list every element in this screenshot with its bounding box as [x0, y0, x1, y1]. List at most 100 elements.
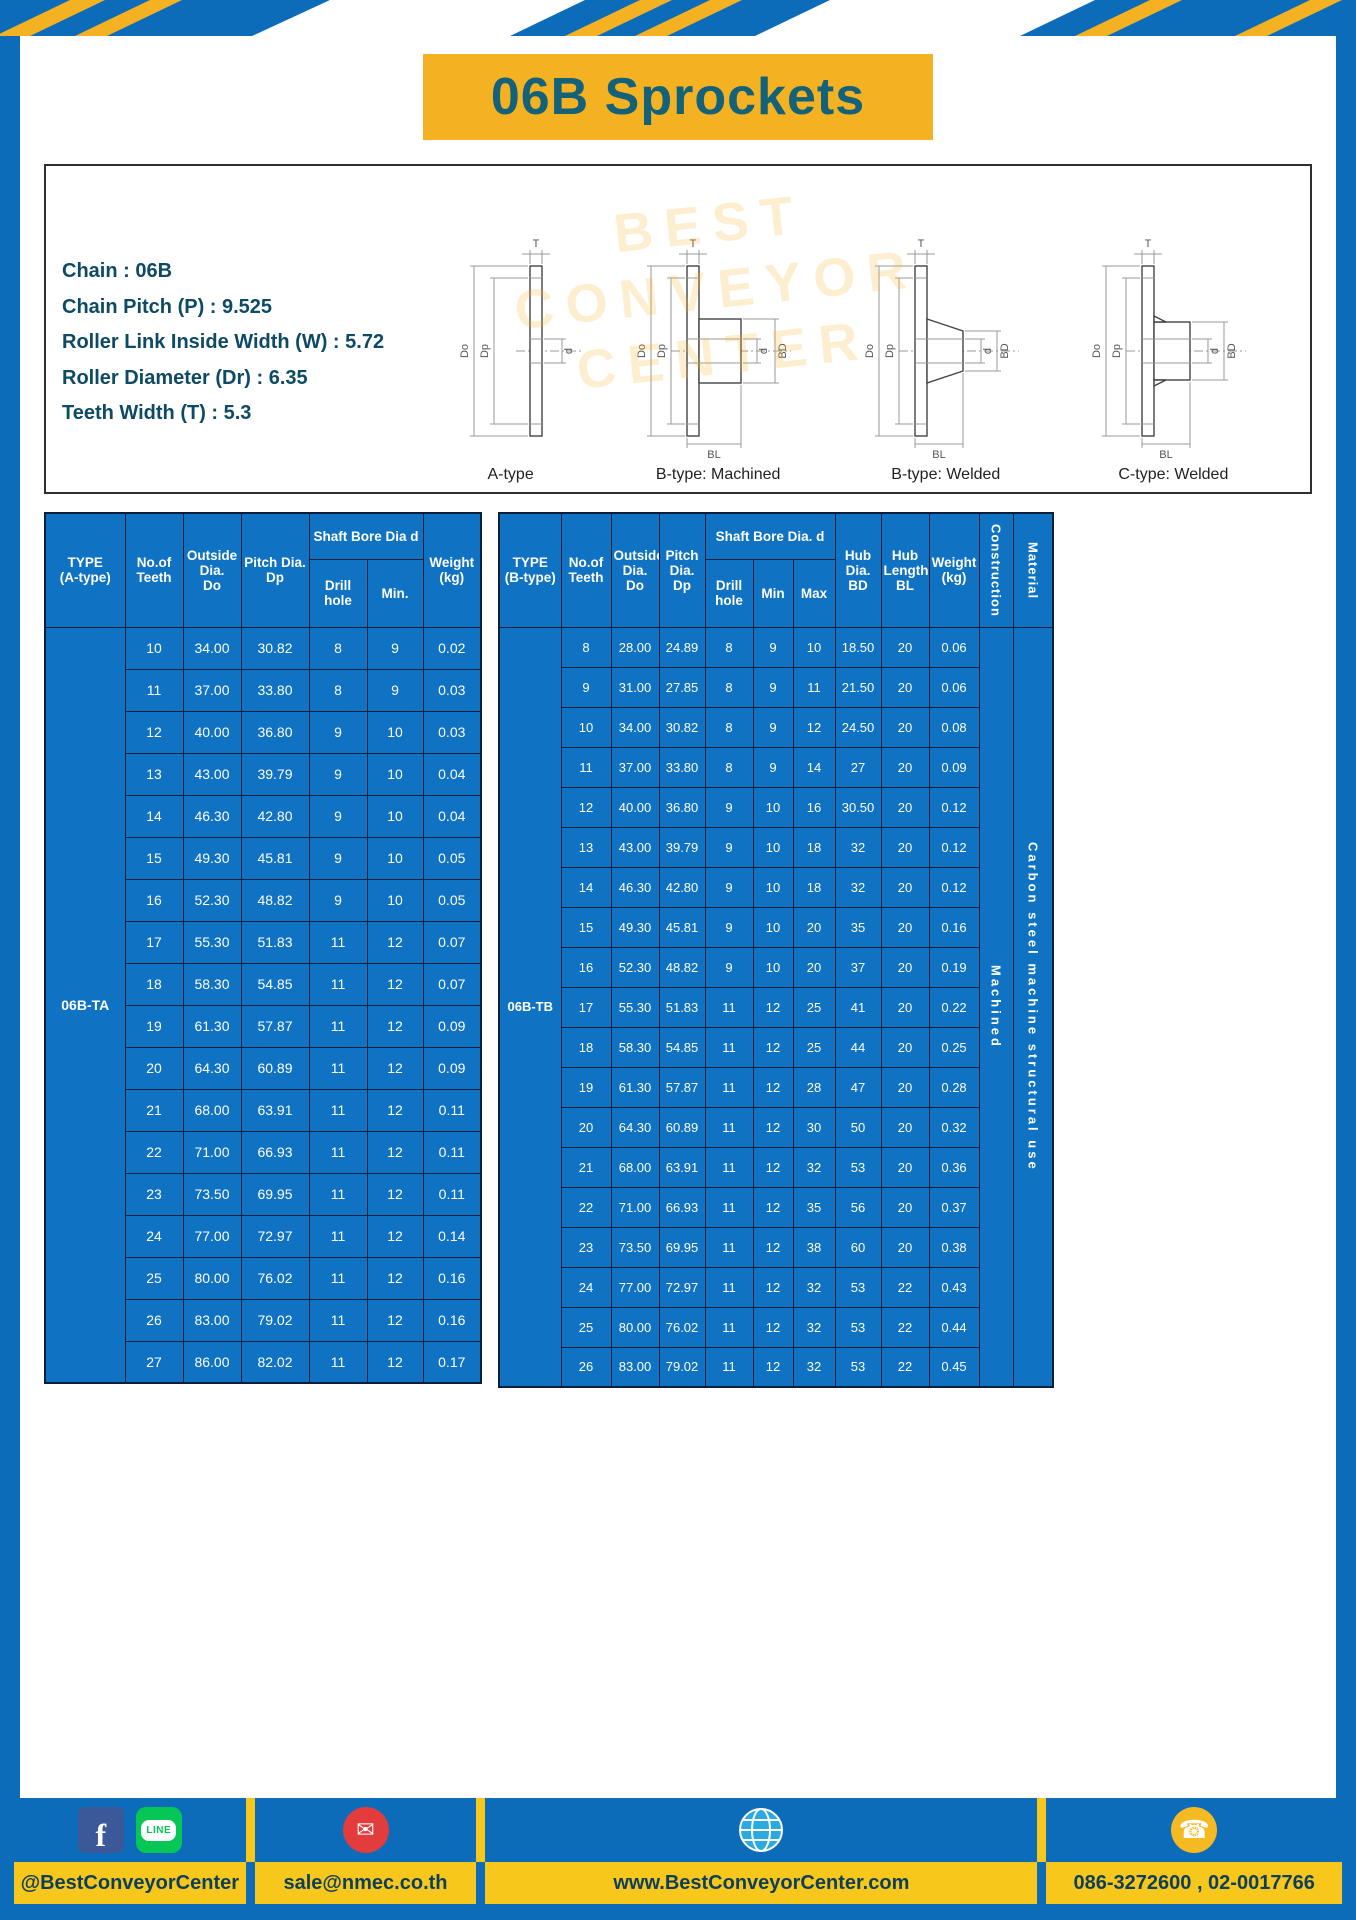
cell: 12 [752, 1266, 794, 1308]
cell: 10 [366, 752, 424, 796]
cell: 48.82 [240, 878, 310, 922]
cell: 61.30 [610, 1066, 660, 1108]
facebook-icon[interactable]: f [77, 1807, 124, 1853]
cell: 11 [704, 1146, 754, 1188]
table-row: 06B-TB 8 28.00 24.89 8 9 10 18.50 20 0.06 Machined… [498, 626, 1054, 1388]
cell: 10 [366, 794, 424, 838]
cell: 0.11 [422, 1088, 482, 1132]
website-url[interactable]: www.BestConveyorCenter.com [485, 1862, 1038, 1904]
table-row: 23 73.50 69.95 11 12 38 60 20 0.38 [499, 1226, 1053, 1268]
cell: 9 [308, 710, 368, 754]
cell: 20 [880, 1226, 930, 1268]
cell: 0.05 [422, 836, 482, 880]
tables-row: TYPE (A-type) No.of Teeth Outside Dia. D… [44, 512, 1336, 1388]
cell: 10 [752, 866, 794, 908]
cell: 10 [792, 626, 836, 668]
table-row: 15 49.30 45.81 9 10 0.05 [45, 836, 482, 880]
table-row: 21 68.00 63.91 11 12 32 53 20 0.36 [499, 1146, 1053, 1188]
cell: 0.25 [928, 1026, 980, 1068]
svg-text:BD: BD [1226, 343, 1238, 358]
cell: 54.85 [240, 962, 310, 1006]
globe-icon[interactable] [738, 1807, 784, 1853]
cell: 11 [704, 1066, 754, 1108]
cell: 48.82 [658, 946, 706, 988]
line-glyph: LINE [141, 1819, 177, 1841]
svg-text:Dp: Dp [656, 344, 668, 358]
cell: 17 [124, 920, 184, 964]
cell: 12 [366, 1256, 424, 1300]
cell: 40.00 [610, 786, 660, 828]
phone-numbers[interactable]: 086-3272600 , 02-0017766 [1046, 1862, 1343, 1904]
cell: 43.00 [182, 752, 242, 796]
col-header-teeth: No.of Teeth [124, 512, 184, 628]
spec-line-chain: Chain : 06B [62, 260, 173, 282]
cell: 15 [124, 836, 184, 880]
cell: 18 [560, 1026, 612, 1068]
col-header-construction: Construction [978, 512, 1014, 628]
cell: 47 [834, 1066, 882, 1108]
cell: 0.16 [422, 1256, 482, 1300]
drawing-b-type-machined: T Do Dp d BD [623, 174, 813, 492]
social-handle[interactable]: @BestConveyorCenter [14, 1862, 246, 1904]
col-header-weight: Weight (kg) [928, 512, 980, 628]
col-header-pitch-dia: Pitch Dia. Dp [658, 512, 706, 628]
cell: 0.37 [928, 1186, 980, 1228]
cell: 12 [366, 1004, 424, 1048]
cell: 12 [366, 920, 424, 964]
svg-text:d: d [563, 348, 575, 354]
cell: 0.16 [928, 906, 980, 948]
col-header-shaft-bore-group: Shaft Bore Dia. d [704, 512, 836, 560]
cell: 12 [752, 1106, 794, 1148]
cell: 11 [308, 1214, 368, 1258]
phone-icon[interactable]: ☎ [1171, 1807, 1218, 1853]
cell: 11 [704, 1226, 754, 1268]
cell: 73.50 [610, 1226, 660, 1268]
cell: 16 [124, 878, 184, 922]
cell: 0.22 [928, 986, 980, 1028]
cell: 20 [880, 1026, 930, 1068]
email-address[interactable]: sale@nmec.co.th [254, 1862, 477, 1904]
cell: 30 [792, 1106, 836, 1148]
cell: 10 [366, 878, 424, 922]
table-row: 17 55.30 51.83 11 12 0.07 [45, 920, 482, 964]
cell: 19 [560, 1066, 612, 1108]
cell: 11 [704, 1026, 754, 1068]
drawing-a-type: T Do Dp d A-type [436, 174, 586, 492]
table-row: 22 71.00 66.93 11 12 0.11 [45, 1130, 482, 1174]
cell: 8 [308, 668, 368, 712]
cell: 11 [308, 962, 368, 1006]
cell: 12 [752, 1026, 794, 1068]
title-banner: 06B Sprockets [423, 54, 933, 140]
cell: 35 [834, 906, 882, 948]
cell: 20 [880, 906, 930, 948]
email-glyph: ✉ [356, 1817, 375, 1842]
cell: 0.02 [422, 626, 482, 670]
table-row: 17 55.30 51.83 11 12 25 41 20 0.22 [499, 986, 1053, 1028]
top-decoration [0, 0, 1356, 36]
cell: 60.89 [240, 1046, 310, 1090]
email-icon[interactable]: ✉ [342, 1807, 389, 1853]
cell: 0.03 [422, 710, 482, 754]
cell: 9 [308, 878, 368, 922]
cell: 63.91 [240, 1088, 310, 1132]
svg-text:Do: Do [864, 344, 876, 358]
cell: 53 [834, 1266, 882, 1308]
cell: 0.03 [422, 668, 482, 712]
phone-glyph: ☎ [1178, 1816, 1210, 1844]
cell: 20 [880, 866, 930, 908]
cell: 12 [752, 1346, 794, 1388]
table-row: 16 52.30 48.82 9 10 0.05 [45, 878, 482, 922]
cell: 49.30 [610, 906, 660, 948]
table-row: 15 49.30 45.81 9 10 20 35 20 0.16 [499, 906, 1053, 948]
table-row: 21 68.00 63.91 11 12 0.11 [45, 1088, 482, 1132]
cell: 40.00 [182, 710, 242, 754]
cell: 0.05 [422, 878, 482, 922]
cell: 79.02 [240, 1298, 310, 1342]
cell: 11 [704, 1346, 754, 1388]
table-row: 25 80.00 76.02 11 12 0.16 [45, 1256, 482, 1300]
line-icon[interactable]: LINE [135, 1807, 182, 1853]
cell: 11 [704, 1106, 754, 1148]
cell: 12 [752, 1066, 794, 1108]
cell: 0.12 [928, 826, 980, 868]
cell: 26 [124, 1298, 184, 1342]
